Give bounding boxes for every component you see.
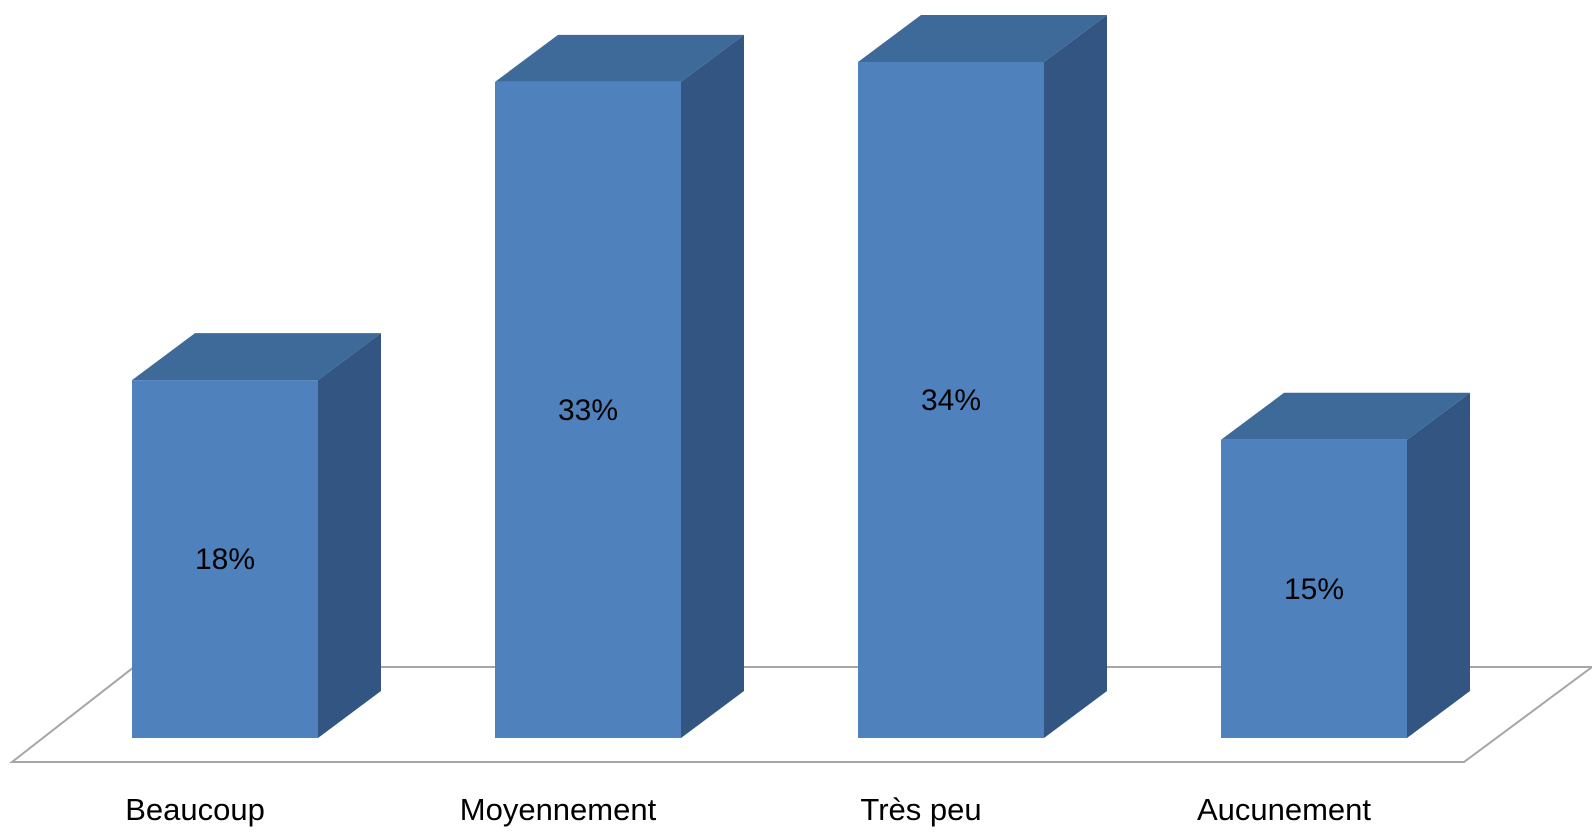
bar-side-face — [318, 333, 381, 738]
data-label: 34% — [921, 384, 981, 417]
bar-top-face — [495, 34, 744, 82]
bar-side-face — [681, 34, 744, 739]
bar-1: 18% — [132, 333, 381, 738]
data-label: 18% — [195, 543, 255, 576]
category-label: Aucunement — [1197, 792, 1371, 827]
bar-4: 15% — [1221, 392, 1470, 738]
bar-front-face — [132, 380, 318, 738]
bar-side-face — [1044, 15, 1107, 738]
floor-plane — [9, 666, 1592, 763]
bar-top-face — [132, 333, 381, 381]
category-label: Très peu — [860, 792, 981, 827]
bar-top-face — [858, 15, 1107, 62]
chart-floor — [9, 666, 1592, 763]
category-labels: Beaucoup Moyennement Très peu Aucunement — [125, 792, 1371, 827]
data-label: 15% — [1284, 573, 1344, 606]
category-label: Moyennement — [460, 792, 657, 827]
data-label: 33% — [558, 394, 618, 427]
category-label: Beaucoup — [125, 792, 265, 827]
bar-front-face — [1221, 439, 1407, 738]
bar-top-face — [1221, 392, 1470, 440]
bars-group: 18% 33% 34% 15% — [132, 15, 1470, 739]
bar-front-face — [858, 62, 1044, 738]
bar-front-face — [495, 81, 681, 739]
bar-side-face — [1407, 392, 1470, 738]
bar-3: 34% — [858, 15, 1107, 738]
bar-2: 33% — [495, 34, 744, 739]
